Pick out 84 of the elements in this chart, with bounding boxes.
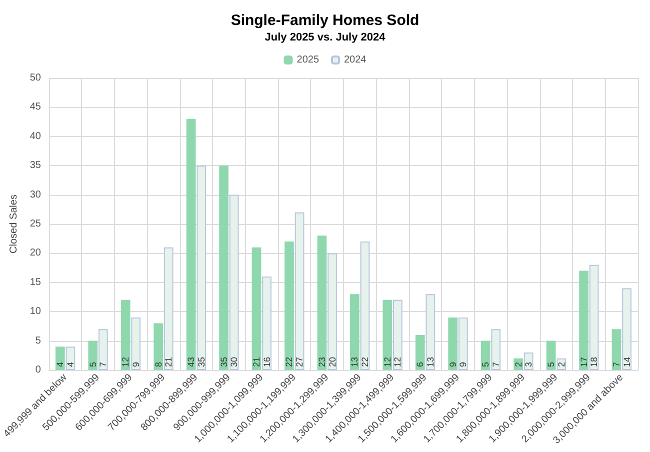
bar <box>164 247 174 370</box>
data-label: 20 <box>327 356 338 367</box>
y-tick-label: 25 <box>30 218 42 230</box>
y-tick-label: 20 <box>30 248 42 259</box>
bar <box>229 194 239 370</box>
bar <box>328 253 337 370</box>
bar <box>120 300 130 370</box>
bar <box>131 317 141 370</box>
data-label: 9 <box>458 362 468 367</box>
bar <box>284 242 294 370</box>
y-tick-label: 0 <box>35 364 42 376</box>
bar <box>426 294 436 370</box>
bar <box>491 329 501 370</box>
data-label: 16 <box>262 356 272 367</box>
data-label: 5 <box>480 362 491 367</box>
bar <box>579 270 588 370</box>
data-label: 5 <box>88 362 98 367</box>
data-label: 13 <box>425 356 436 367</box>
bar <box>55 346 65 370</box>
chart-subtitle: July 2025 vs. July 2024 <box>264 32 386 44</box>
data-label: 43 <box>186 356 196 367</box>
bar <box>480 340 490 370</box>
bar <box>458 317 468 370</box>
y-axis-title: Closed Sales <box>8 194 20 254</box>
legend-label: 2024 <box>344 54 367 66</box>
data-label: 18 <box>589 356 600 367</box>
y-tick-label: 45 <box>30 102 42 113</box>
y-tick-label: 30 <box>30 189 42 200</box>
data-label: 3 <box>524 362 534 367</box>
bar <box>252 247 262 370</box>
data-label: 12 <box>392 356 403 367</box>
bar <box>350 294 360 370</box>
y-tick-label: 40 <box>30 130 42 142</box>
bar <box>415 334 425 370</box>
bar <box>524 352 534 370</box>
data-label: 9 <box>130 362 141 367</box>
bar <box>88 340 98 370</box>
y-tick-label: 10 <box>30 306 42 318</box>
bar <box>360 242 370 370</box>
data-label: 30 <box>229 356 240 367</box>
data-label: 21 <box>164 356 174 367</box>
data-label: 22 <box>284 356 294 367</box>
data-label: 9 <box>448 362 458 367</box>
y-tick-label: 35 <box>30 160 42 172</box>
data-label: 35 <box>196 356 206 367</box>
y-tick-label: 50 <box>30 72 42 84</box>
data-label: 22 <box>360 356 370 367</box>
bar <box>612 329 622 370</box>
bar <box>393 300 402 370</box>
bar <box>589 264 599 370</box>
data-label: 5 <box>546 362 556 367</box>
data-label: 4 <box>65 362 76 367</box>
bar <box>448 317 458 370</box>
data-label: 21 <box>252 356 262 367</box>
data-label: 8 <box>153 362 164 367</box>
data-label: 7 <box>490 362 501 367</box>
data-label: 12 <box>382 356 392 367</box>
bar <box>219 166 228 370</box>
bar <box>196 166 206 370</box>
bar <box>98 329 108 370</box>
data-label: 2 <box>513 362 524 367</box>
data-label: 17 <box>578 356 589 367</box>
y-tick-label: 5 <box>35 335 42 346</box>
data-label: 27 <box>294 356 305 367</box>
bar <box>262 276 272 370</box>
bar <box>382 300 392 370</box>
data-label: 35 <box>218 356 229 367</box>
bar <box>294 212 304 370</box>
data-label: 6 <box>415 362 426 367</box>
data-label: 14 <box>622 356 632 367</box>
bar <box>317 236 327 370</box>
data-label: 7 <box>611 362 622 367</box>
bar <box>154 323 164 370</box>
y-tick-label: 15 <box>30 276 42 288</box>
bar <box>622 288 632 370</box>
bar <box>186 118 196 370</box>
data-label: 2 <box>556 362 566 367</box>
data-label: 13 <box>350 356 360 367</box>
legend-label: 2025 <box>296 54 320 66</box>
data-label: 4 <box>55 362 66 367</box>
chart-title: Single-Family Homes Sold <box>230 12 420 29</box>
data-label: 23 <box>316 356 327 367</box>
data-label: 12 <box>120 356 131 367</box>
data-label: 7 <box>98 362 108 367</box>
